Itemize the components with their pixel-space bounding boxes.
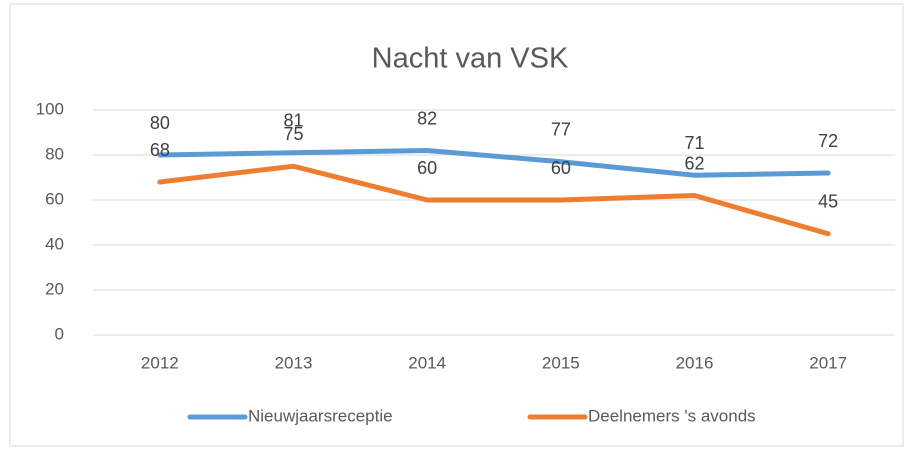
x-tick-label: 2012 bbox=[141, 353, 179, 372]
data-label: 82 bbox=[417, 108, 437, 128]
x-tick-label: 2016 bbox=[676, 353, 714, 372]
x-tick-label: 2017 bbox=[809, 353, 847, 372]
y-tick-label: 20 bbox=[45, 279, 64, 298]
data-label: 62 bbox=[684, 153, 704, 173]
chart-border bbox=[9, 3, 904, 447]
y-tick-label: 100 bbox=[36, 99, 64, 118]
data-label: 60 bbox=[551, 158, 571, 178]
data-label: 71 bbox=[684, 133, 704, 153]
data-label: 72 bbox=[818, 131, 838, 151]
y-tick-label: 0 bbox=[55, 324, 64, 343]
data-label: 60 bbox=[417, 158, 437, 178]
x-tick-label: 2015 bbox=[542, 353, 580, 372]
data-label: 68 bbox=[150, 140, 170, 160]
data-label: 77 bbox=[551, 120, 571, 140]
data-label: 81 bbox=[283, 111, 303, 131]
y-tick-label: 80 bbox=[45, 144, 64, 163]
legend-label: Nieuwjaarsreceptie bbox=[248, 406, 393, 425]
series-line bbox=[157, 163, 831, 237]
x-tick-label: 2014 bbox=[408, 353, 446, 372]
y-tick-label: 40 bbox=[45, 234, 64, 253]
x-tick-label: 2013 bbox=[275, 353, 313, 372]
series-line bbox=[157, 148, 831, 178]
legend-label: Deelnemers 's avonds bbox=[588, 406, 756, 425]
data-label: 80 bbox=[150, 113, 170, 133]
data-label: 45 bbox=[818, 192, 838, 212]
data-label: 75 bbox=[283, 124, 303, 144]
y-tick-label: 60 bbox=[45, 189, 64, 208]
chart-title: Nacht van VSK bbox=[372, 43, 569, 75]
